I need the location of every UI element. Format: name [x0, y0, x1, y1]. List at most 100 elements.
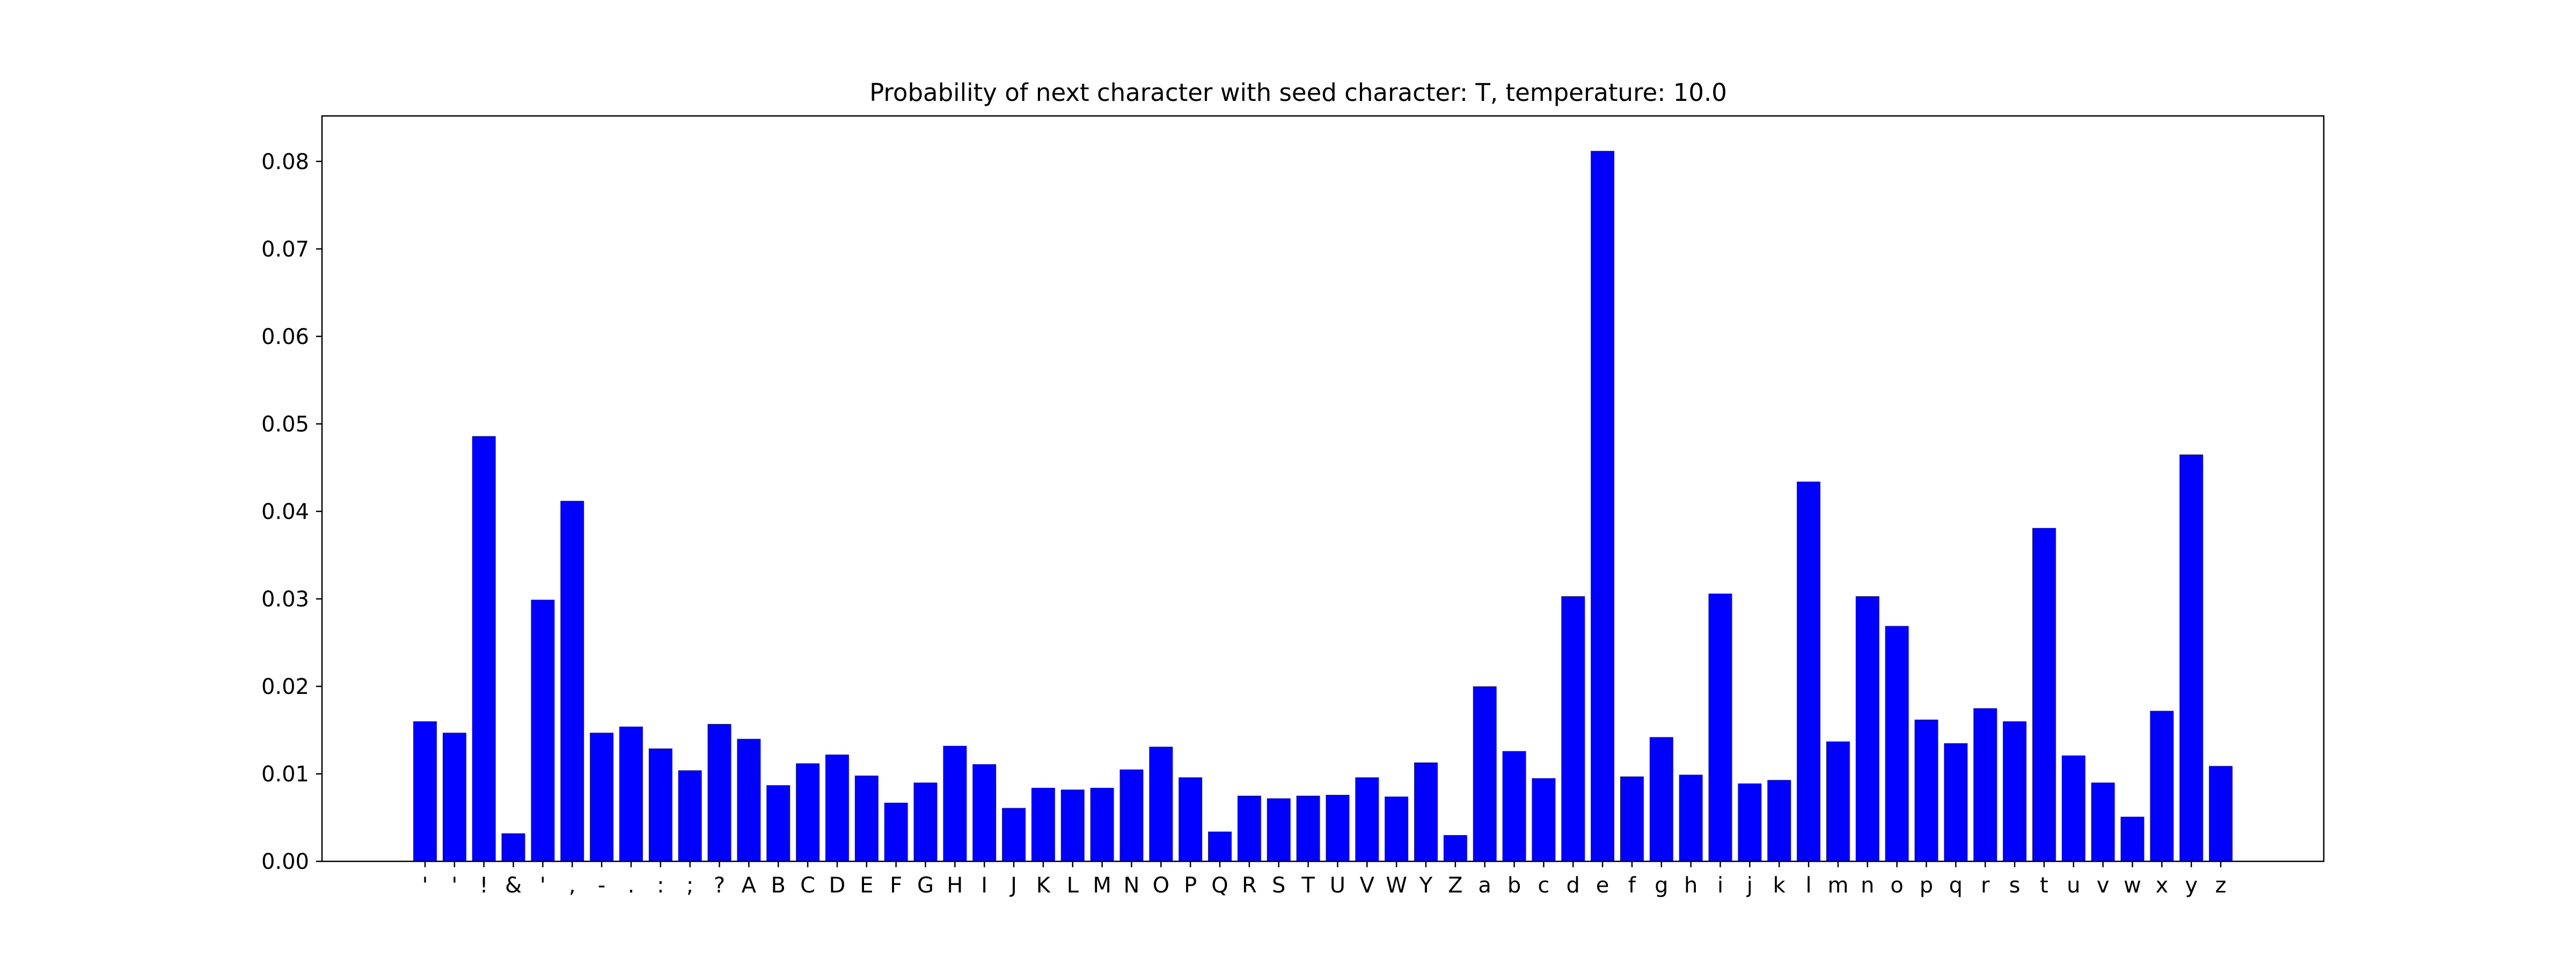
- x-tick-label: :: [657, 873, 664, 898]
- bar: [1708, 594, 1732, 861]
- bar: [2179, 454, 2204, 861]
- x-tick-label: m: [1827, 873, 1848, 898]
- x-tick-label: z: [2215, 873, 2227, 898]
- bar: [1591, 151, 1615, 862]
- bar: [1002, 808, 1026, 861]
- x-tick-label: b: [1507, 873, 1521, 898]
- x-tick-label: P: [1184, 873, 1197, 898]
- bar: [1532, 778, 1556, 861]
- x-tick-label: u: [2067, 873, 2080, 898]
- bar: [1797, 481, 1821, 861]
- bar: [796, 763, 820, 861]
- bar: [648, 748, 672, 861]
- y-tick-label: 0.07: [261, 237, 309, 262]
- x-tick-label: ;: [686, 873, 693, 898]
- x-tick-label: p: [1920, 873, 1933, 898]
- y-tick-label: 0.01: [261, 762, 309, 787]
- bar: [2209, 766, 2233, 861]
- x-tick-label: q: [1949, 873, 1963, 898]
- x-tick-label: a: [1478, 873, 1491, 898]
- y-tick-label: 0.03: [261, 587, 309, 612]
- bar: [913, 782, 938, 861]
- x-tick-label: S: [1272, 873, 1285, 898]
- x-tick-label: Y: [1419, 873, 1433, 898]
- bar: [2061, 755, 2085, 861]
- x-tick-label: M: [1093, 873, 1111, 898]
- x-tick-label: G: [917, 873, 934, 898]
- bar: [825, 755, 849, 861]
- x-tick-label: .: [628, 873, 635, 898]
- x-tick-label: T: [1301, 873, 1315, 898]
- x-tick-label: w: [2124, 873, 2141, 898]
- x-tick-label: g: [1655, 873, 1668, 898]
- bar: [1620, 776, 1644, 861]
- bar: [1885, 626, 1909, 861]
- x-tick-label: C: [800, 873, 815, 898]
- bar: [1767, 780, 1791, 861]
- x-tick-label: o: [1890, 873, 1903, 898]
- bars-group: [413, 151, 2233, 862]
- bar: [590, 733, 614, 861]
- x-tick-label: K: [1036, 873, 1051, 898]
- x-tick-label: N: [1123, 873, 1139, 898]
- x-tick-label: Z: [1448, 873, 1462, 898]
- x-tick-label: e: [1596, 873, 1609, 898]
- bar: [1679, 774, 1703, 861]
- bar: [1208, 831, 1232, 861]
- bar: [854, 775, 879, 861]
- x-tick-label: A: [742, 873, 757, 898]
- bar: [1561, 596, 1585, 861]
- x-tick-label: O: [1153, 873, 1169, 898]
- bar: [2120, 816, 2145, 861]
- bar: [560, 501, 584, 861]
- x-tick-label: V: [1360, 873, 1375, 898]
- x-tick-label: k: [1773, 873, 1786, 898]
- x-tick-label: h: [1684, 873, 1697, 898]
- x-tick-label: l: [1806, 873, 1812, 898]
- x-tick-label: I: [981, 873, 987, 898]
- y-tick-label: 0.04: [261, 500, 309, 524]
- x-tick-label: i: [1717, 873, 1723, 898]
- bar: [2032, 528, 2056, 861]
- bar: [943, 745, 967, 861]
- x-tick-label: H: [947, 873, 963, 898]
- x-tick-label: R: [1242, 873, 1257, 898]
- bar: [472, 436, 496, 861]
- bar: [737, 738, 761, 861]
- x-tick-label: U: [1330, 873, 1345, 898]
- bar: [2003, 721, 2026, 861]
- bar: [1149, 747, 1173, 861]
- bar: [1119, 769, 1144, 861]
- x-tick-label: y: [2185, 873, 2198, 898]
- bar: [2150, 711, 2174, 861]
- x-tick-label: f: [1628, 873, 1636, 898]
- x-tick-label: -: [598, 873, 605, 898]
- y-tick-label: 0.05: [261, 412, 309, 437]
- bar: [442, 733, 466, 861]
- y-tick-label: 0.08: [261, 150, 309, 174]
- bar: [1090, 788, 1114, 861]
- x-tick-label: ': [451, 873, 457, 898]
- bar: [1326, 795, 1350, 861]
- x-tick-label: s: [2009, 873, 2021, 898]
- x-tick-label: Q: [1211, 873, 1228, 898]
- x-tick-label: j: [1746, 873, 1753, 898]
- bar: [531, 599, 555, 861]
- bar: [1443, 835, 1467, 861]
- x-tick-label: W: [1386, 873, 1407, 898]
- x-tick-label: c: [1538, 873, 1549, 898]
- x-tick-label: J: [1009, 873, 1017, 898]
- x-tick-label: &: [505, 873, 522, 898]
- bar: [1060, 789, 1085, 861]
- bar: [2091, 782, 2115, 861]
- bar: [707, 724, 731, 861]
- x-tick-label: F: [890, 873, 902, 898]
- y-tick-label: 0.00: [261, 850, 309, 874]
- x-tick-label: ?: [714, 873, 725, 898]
- x-tick-label: B: [771, 873, 785, 898]
- bar: [413, 721, 437, 861]
- x-tick-label: ,: [569, 873, 576, 898]
- x-tick-label: n: [1861, 873, 1874, 898]
